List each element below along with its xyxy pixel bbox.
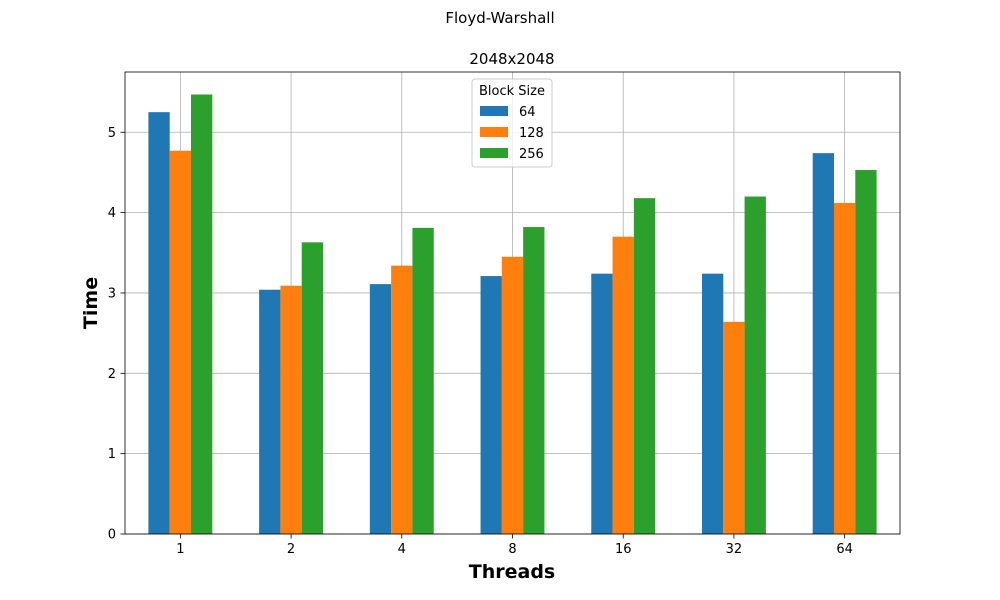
y-tick-label: 4 [108, 206, 116, 221]
bar [369, 284, 392, 534]
bar [301, 242, 324, 534]
bar [812, 153, 834, 534]
axes: 1 2 4 8 16 32 64 0 1 2 3 4 5 [108, 71, 901, 557]
bar [169, 150, 192, 534]
bar [480, 276, 502, 534]
legend-title: Block Size [479, 84, 545, 99]
bars [148, 94, 877, 535]
bar [723, 321, 745, 534]
x-tick-label: 32 [726, 542, 743, 557]
legend-label: 64 [519, 105, 536, 120]
legend-swatch [480, 106, 508, 116]
bar [391, 265, 413, 534]
x-tick-label: 8 [508, 542, 516, 557]
x-axis-label: Threads [469, 561, 555, 583]
x-tick-label: 16 [615, 542, 632, 557]
y-tick-label: 3 [108, 286, 116, 301]
y-tick-label: 0 [108, 528, 116, 543]
legend-label: 128 [519, 126, 544, 141]
bar [412, 227, 434, 534]
bar [633, 198, 656, 534]
bar [591, 273, 613, 534]
bar [148, 112, 170, 534]
y-tick-label: 5 [108, 126, 116, 141]
bar [855, 170, 877, 534]
x-tick-label: 64 [836, 542, 853, 557]
chart-title: 2048x2048 [469, 50, 554, 68]
bar [501, 256, 524, 534]
bar [191, 94, 213, 535]
bar [523, 227, 545, 535]
legend-swatch [480, 148, 508, 158]
x-tick-label: 4 [398, 542, 406, 557]
y-tick-label: 1 [108, 447, 116, 462]
bar [701, 273, 724, 534]
bar [744, 196, 766, 534]
bar [612, 236, 634, 534]
x-tick-label: 1 [176, 542, 184, 557]
y-tick-label: 2 [108, 367, 116, 382]
x-tick-label: 2 [287, 542, 295, 557]
y-axis-label: Time [80, 277, 102, 329]
figure-suptitle: Floyd-Warshall [445, 9, 555, 27]
bar [833, 202, 856, 534]
legend-label: 256 [519, 147, 544, 162]
bar [259, 289, 281, 534]
bar [280, 285, 302, 534]
legend: Block Size 64 128 256 [471, 78, 553, 168]
legend-box [471, 78, 553, 168]
legend-swatch [480, 127, 508, 137]
